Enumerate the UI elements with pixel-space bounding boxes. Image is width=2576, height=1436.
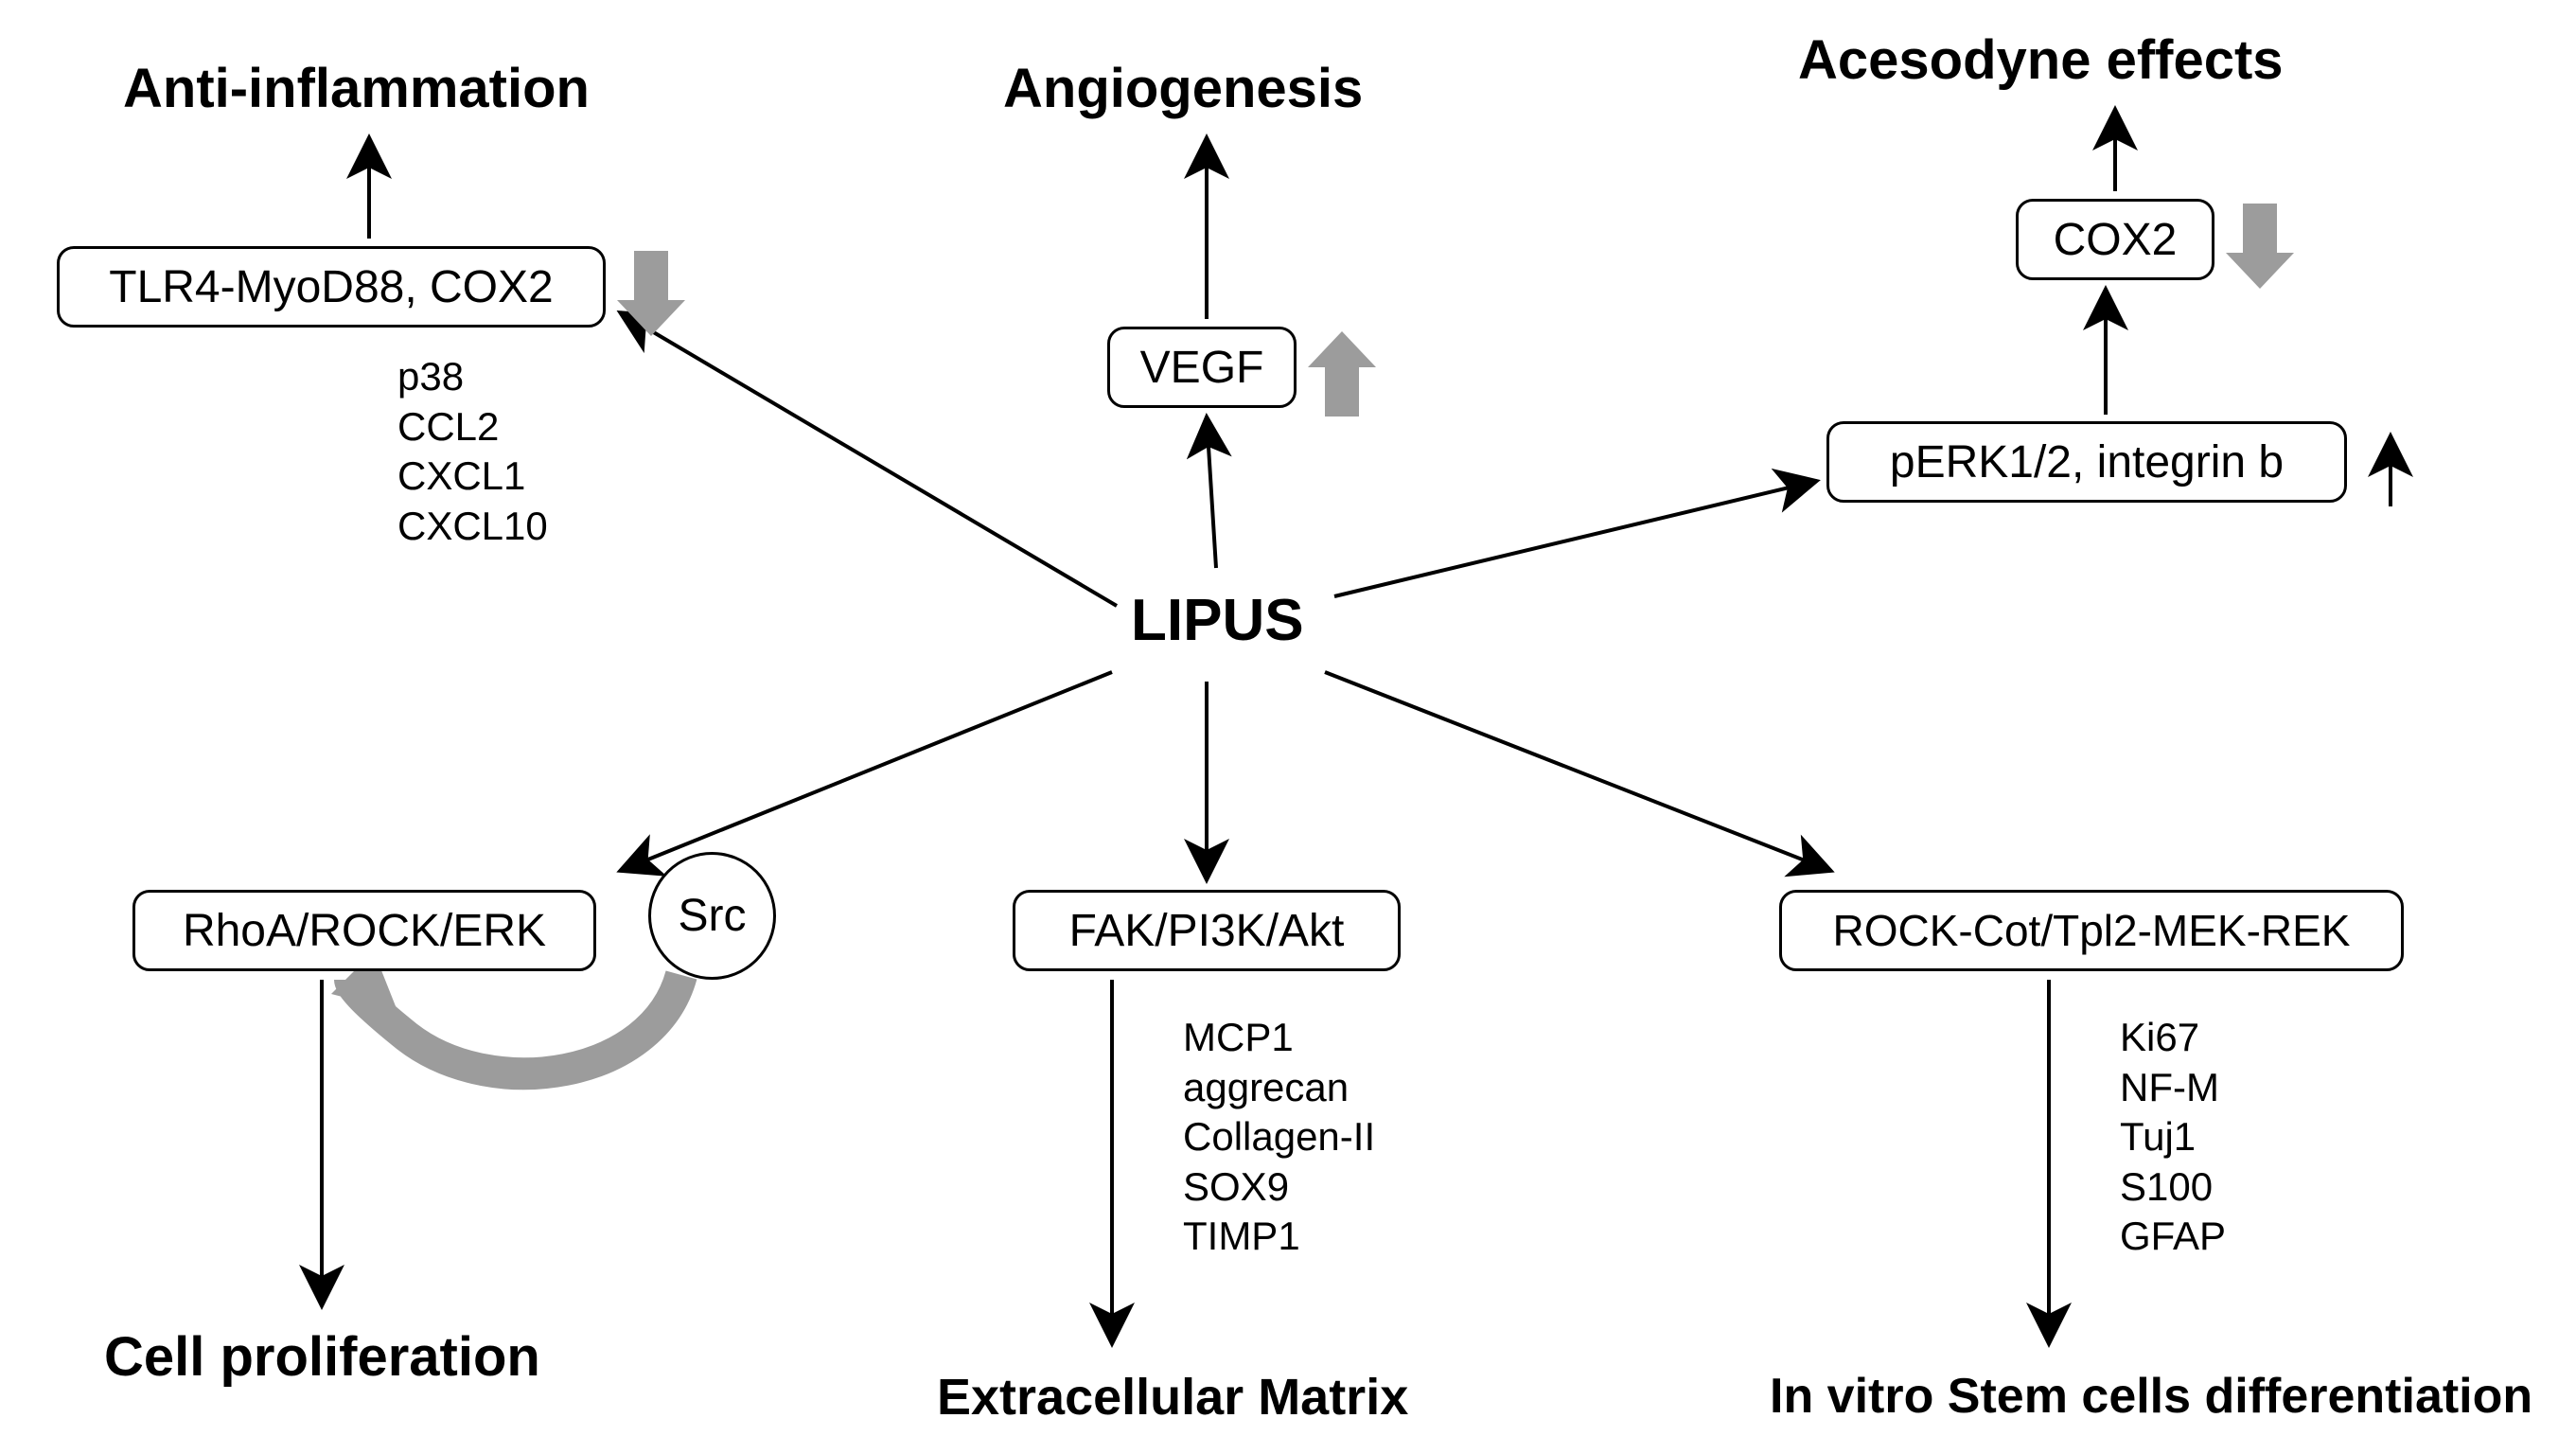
list-item: CXCL1	[397, 452, 548, 502]
list-item: S100	[2120, 1162, 2226, 1213]
list-item: GFAP	[2120, 1212, 2226, 1262]
list-item: NF-M	[2120, 1063, 2226, 1113]
down-arrow-tlr4	[617, 251, 685, 336]
outcome-angiogenesis: Angiogenesis	[1003, 57, 1363, 120]
node-rock: ROCK-Cot/Tpl2-MEK-REK	[1779, 890, 2404, 971]
ecm-list: MCP1 aggrecan Collagen-II SOX9 TIMP1	[1183, 1013, 1375, 1262]
node-src-label: Src	[679, 890, 747, 942]
node-vegf: VEGF	[1107, 327, 1297, 408]
down-arrow-cox2	[2226, 204, 2294, 289]
outcome-stem-diff: In vitro Stem cells differentiation	[1770, 1368, 2532, 1425]
list-item: Tuj1	[2120, 1112, 2226, 1162]
up-arrow-vegf	[1308, 331, 1376, 417]
node-tlr4: TLR4-MyoD88, COX2	[57, 246, 606, 328]
node-src: Src	[648, 852, 776, 980]
center-label: LIPUS	[1131, 587, 1304, 654]
list-item: SOX9	[1183, 1162, 1375, 1213]
outcome-cell-proliferation: Cell proliferation	[104, 1325, 540, 1389]
node-fak-label: FAK/PI3K/Akt	[1069, 905, 1345, 957]
edge-center-rock	[1325, 672, 1831, 871]
anti-list: p38 CCL2 CXCL1 CXCL10	[397, 352, 548, 551]
edge-center-rhoa	[620, 672, 1112, 871]
edge-center-perk	[1334, 481, 1817, 596]
node-rock-label: ROCK-Cot/Tpl2-MEK-REK	[1833, 905, 2351, 956]
list-item: p38	[397, 352, 548, 402]
edge-center-vegf	[1207, 417, 1216, 568]
diagram-canvas: LIPUS Anti-inflammation Angiogenesis Ace…	[0, 0, 2576, 1436]
list-item: MCP1	[1183, 1013, 1375, 1063]
node-rhoa: RhoA/ROCK/ERK	[132, 890, 596, 971]
list-item: CCL2	[397, 402, 548, 452]
node-fak: FAK/PI3K/Akt	[1013, 890, 1401, 971]
node-cox2: COX2	[2016, 199, 2214, 280]
node-vegf-label: VEGF	[1140, 342, 1264, 394]
node-perk: pERK1/2, integrin b	[1826, 421, 2347, 503]
outcome-ecm: Extracellular Matrix	[937, 1368, 1408, 1427]
outcome-anti-inflammation: Anti-inflammation	[123, 57, 590, 120]
node-cox2-label: COX2	[2054, 214, 2178, 266]
list-item: aggrecan	[1183, 1063, 1375, 1113]
list-item: Ki67	[2120, 1013, 2226, 1063]
node-tlr4-label: TLR4-MyoD88, COX2	[109, 261, 553, 313]
node-perk-label: pERK1/2, integrin b	[1890, 436, 2284, 488]
stem-list: Ki67 NF-M Tuj1 S100 GFAP	[2120, 1013, 2226, 1262]
list-item: TIMP1	[1183, 1212, 1375, 1262]
outcome-acesodyne: Acesodyne effects	[1798, 28, 2284, 92]
edge-center-tlr4	[620, 312, 1117, 606]
node-rhoa-label: RhoA/ROCK/ERK	[183, 905, 546, 957]
list-item: CXCL10	[397, 502, 548, 552]
list-item: Collagen-II	[1183, 1112, 1375, 1162]
